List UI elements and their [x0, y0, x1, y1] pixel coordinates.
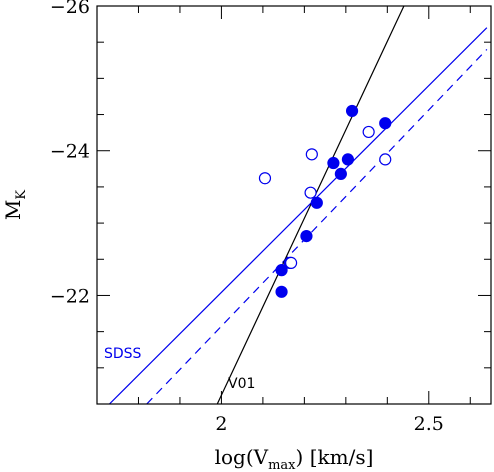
open-point — [284, 256, 298, 269]
annotation-sdss: SDSS — [104, 346, 142, 362]
filled-point — [327, 156, 340, 170]
open-point — [362, 125, 375, 139]
open-point — [304, 186, 317, 199]
annotation-v01: V01 — [228, 376, 255, 392]
data-points — [258, 104, 392, 298]
annotations: SDSS V01 — [104, 346, 255, 392]
y-tick-label: −22 — [50, 285, 90, 307]
x-tick-label: 2 — [215, 413, 227, 435]
y-tick-label: −24 — [50, 141, 90, 163]
filled-point — [275, 285, 288, 298]
open-point — [258, 172, 272, 185]
fit-line-v01 — [216, 6, 405, 404]
filled-point — [300, 230, 313, 243]
filled-point — [341, 153, 355, 166]
filled-point — [379, 117, 392, 130]
plot-frame — [96, 5, 492, 405]
fit-line-sdss — [109, 27, 488, 404]
open-point — [305, 148, 318, 161]
fit-line-dashed-1 — [146, 49, 488, 404]
fit-lines — [109, 6, 488, 404]
axis-ticks — [96, 5, 491, 405]
tick-labels: 2 2.5 −22 −24 −26 — [50, 0, 444, 435]
x-axis-title: log(Vmax) [km/s] — [215, 445, 374, 472]
filled-point — [334, 167, 347, 180]
filled-point — [345, 104, 359, 118]
x-tick-label: 2.5 — [414, 413, 444, 435]
open-point — [379, 153, 392, 166]
filled-point — [310, 196, 323, 209]
filled-point — [275, 264, 288, 277]
y-tick-label: −26 — [50, 0, 90, 18]
y-axis-title: MK — [1, 190, 29, 220]
